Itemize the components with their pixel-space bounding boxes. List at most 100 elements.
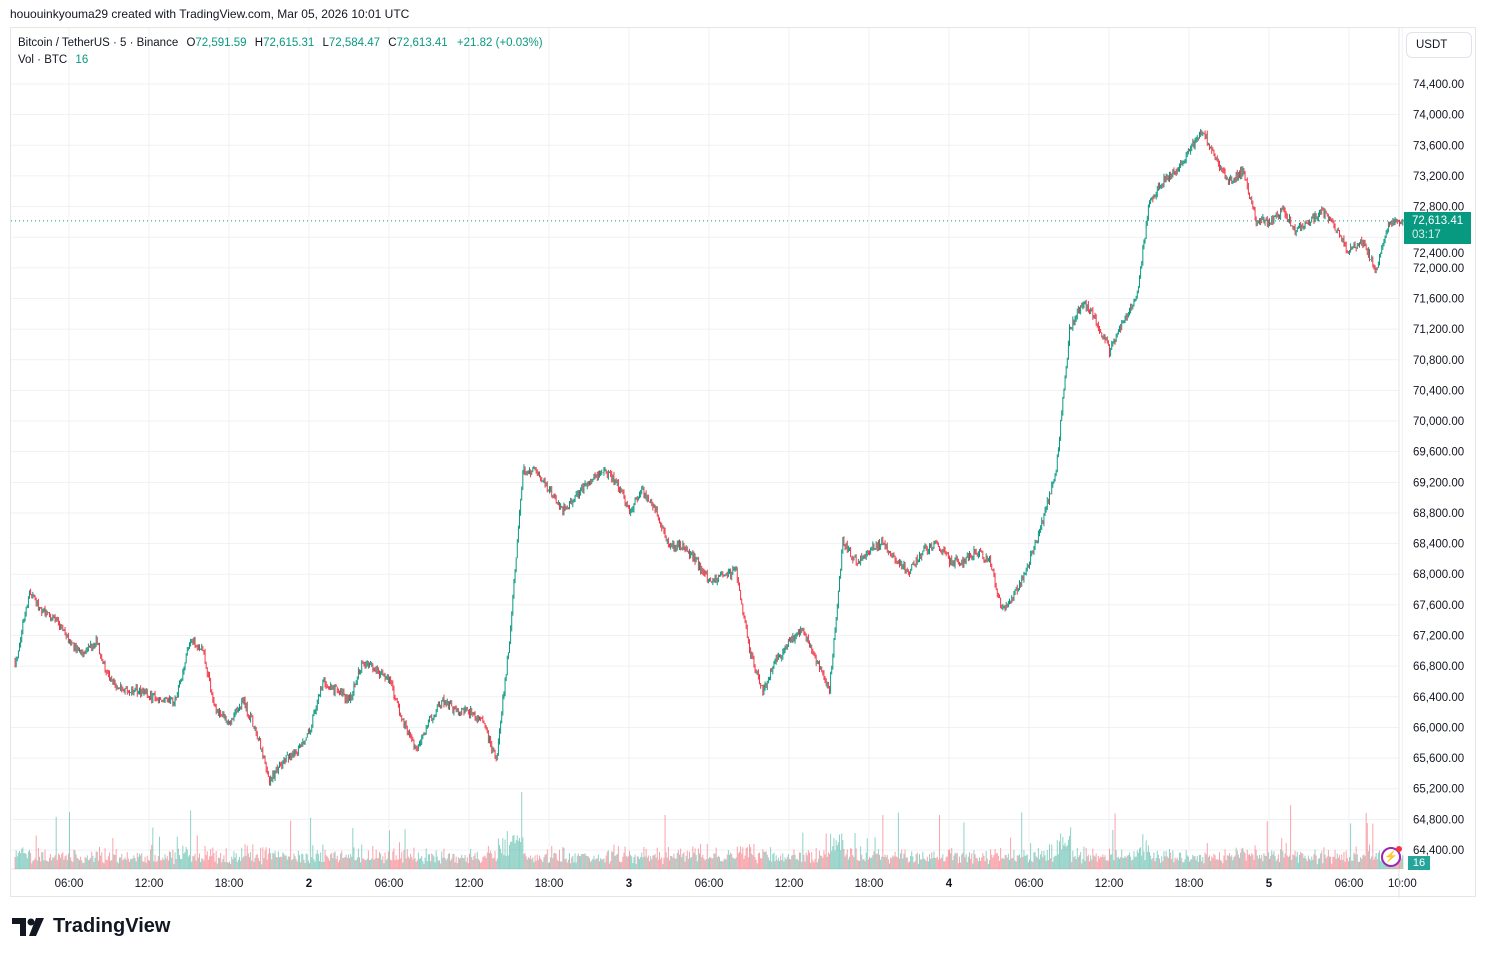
volume-bar bbox=[1109, 848, 1110, 869]
volume-bar bbox=[380, 853, 382, 869]
volume-bar bbox=[1022, 856, 1024, 869]
volume-bar bbox=[946, 856, 948, 869]
volume-bar bbox=[516, 835, 518, 869]
volume-bar bbox=[854, 833, 856, 869]
volume-label[interactable]: Vol · BTC bbox=[18, 54, 68, 66]
volume-bar bbox=[99, 846, 100, 869]
volume-bar bbox=[1270, 856, 1272, 869]
volume-bar bbox=[885, 857, 887, 869]
volume-bar bbox=[835, 840, 837, 869]
volume-bar bbox=[196, 835, 198, 869]
volume-bar bbox=[696, 861, 698, 869]
volume-bar bbox=[163, 859, 165, 869]
chart-frame[interactable]: 74,400.00 74,000.00 73,600.00 73,200.00 72,8… bbox=[10, 27, 1477, 898]
volume-bar bbox=[526, 859, 528, 869]
volume-bar bbox=[655, 857, 657, 869]
volume-bar bbox=[822, 857, 824, 869]
volume-bar bbox=[1136, 850, 1138, 869]
volume-bar bbox=[1129, 852, 1130, 869]
volume-bar bbox=[337, 862, 339, 869]
volume-bar bbox=[251, 860, 253, 869]
volume-bar bbox=[776, 860, 778, 869]
volume-bar bbox=[229, 861, 230, 869]
volume-bar bbox=[1113, 860, 1115, 869]
volume-bar bbox=[939, 815, 940, 869]
x-tick-label: 3 bbox=[626, 878, 632, 890]
symbol-title[interactable]: Bitcoin / TetherUS · 5 · Binance bbox=[18, 37, 179, 49]
volume-bar bbox=[597, 854, 599, 869]
lightning-icon[interactable]: ⚡ bbox=[1381, 846, 1402, 867]
volume-bar bbox=[422, 861, 424, 869]
volume-bar bbox=[520, 842, 522, 869]
volume-bar bbox=[460, 857, 462, 869]
volume-bar bbox=[142, 861, 144, 869]
volume-bar bbox=[547, 862, 549, 869]
volume-bar bbox=[859, 860, 860, 869]
volume-bar bbox=[369, 860, 370, 869]
volume-bar bbox=[870, 858, 872, 869]
volume-bar bbox=[184, 851, 186, 869]
volume-bar bbox=[984, 861, 986, 869]
volume-bar bbox=[132, 858, 134, 869]
volume-bar bbox=[542, 862, 544, 869]
volume-bar bbox=[824, 854, 826, 869]
volume-bar bbox=[129, 861, 130, 869]
volume-bar bbox=[1295, 856, 1297, 869]
volume-bar bbox=[661, 857, 663, 869]
volume-bar bbox=[866, 838, 868, 869]
volume-bar bbox=[397, 859, 399, 869]
volume-bar bbox=[44, 849, 46, 869]
volume-bar bbox=[1020, 857, 1022, 869]
volume-bar bbox=[1337, 857, 1339, 869]
volume-bar bbox=[1200, 855, 1202, 869]
volume-bar bbox=[667, 846, 669, 869]
volume-badge: 16 bbox=[1408, 856, 1430, 870]
volume-bar bbox=[1074, 855, 1076, 869]
volume-bar bbox=[1266, 821, 1268, 869]
volume-bar bbox=[429, 854, 430, 869]
volume-bar bbox=[425, 848, 427, 869]
volume-bar bbox=[156, 860, 158, 869]
volume-bar bbox=[1329, 856, 1330, 869]
volume-bar bbox=[801, 861, 803, 869]
volume-bar bbox=[1146, 851, 1148, 869]
volume-bar bbox=[1151, 859, 1153, 869]
volume-bar bbox=[712, 858, 714, 869]
volume-bar bbox=[285, 855, 287, 869]
volume-bar bbox=[481, 861, 483, 869]
volume-bar bbox=[26, 858, 28, 869]
volume-bar bbox=[252, 844, 254, 869]
volume-bar bbox=[1257, 858, 1259, 869]
volume-bar bbox=[816, 862, 818, 869]
tradingview-logo[interactable]: TradingView bbox=[12, 915, 170, 938]
volume-bar bbox=[907, 862, 909, 869]
volume-bar bbox=[733, 857, 735, 869]
volume-bar bbox=[826, 856, 828, 869]
volume-bar bbox=[1346, 857, 1348, 869]
volume-bar bbox=[739, 851, 740, 869]
y-tick-label: 66,400.00 bbox=[1413, 692, 1464, 704]
volume-bar bbox=[892, 855, 894, 869]
volume-bar bbox=[572, 855, 574, 869]
volume-bar bbox=[1017, 855, 1019, 869]
volume-bar bbox=[1376, 859, 1378, 869]
volume-bar bbox=[395, 855, 397, 869]
volume-bar bbox=[60, 857, 62, 869]
volume-bar bbox=[310, 817, 312, 869]
volume-bar bbox=[192, 855, 194, 869]
volume-bar bbox=[742, 847, 744, 869]
volume-bar bbox=[1150, 855, 1152, 869]
volume-bar bbox=[682, 853, 684, 869]
volume-bar bbox=[1024, 855, 1026, 869]
volume-bar bbox=[54, 855, 56, 869]
volume-bar bbox=[1242, 847, 1244, 869]
currency-button[interactable]: USDT bbox=[1406, 32, 1472, 58]
candlestick-chart[interactable]: 74,400.00 74,000.00 73,600.00 73,200.00 72,8… bbox=[11, 28, 1477, 898]
volume-bar bbox=[867, 859, 869, 869]
volume-bar bbox=[353, 847, 355, 869]
volume-bar bbox=[150, 849, 152, 869]
x-tick-label: 4 bbox=[946, 878, 953, 890]
volume-bar bbox=[151, 844, 153, 869]
volume-bar bbox=[664, 814, 666, 869]
volume-bar bbox=[462, 857, 464, 869]
